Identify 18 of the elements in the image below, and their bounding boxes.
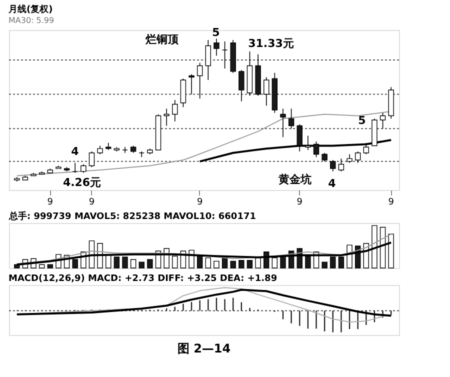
annotation: 4	[328, 177, 336, 190]
x-tick-label: 9	[388, 198, 394, 208]
caption: 图 2—14	[177, 342, 231, 356]
annotation: 黄金坑	[278, 173, 312, 186]
x-tick-label: 9	[47, 198, 54, 208]
x-tick-label: 9	[88, 198, 95, 208]
annotation: 5	[212, 26, 220, 39]
annotation: 4	[71, 145, 80, 158]
chart-title: MACD(12,26,9) MACD: +2.73 DIFF: +3.25 DEA: +1.89	[8, 274, 278, 284]
chart-subtitle: MA30: 5.99	[8, 16, 54, 25]
annotation: 5	[358, 114, 366, 127]
annotation: 4.26元	[62, 176, 102, 189]
x-tick-label: 9	[196, 198, 203, 208]
chart-title: 月线(复权)	[8, 4, 53, 15]
chart-title: 总手: 999739 MAVOL5: 825238 MAVOL10: 660171	[8, 211, 256, 222]
annotation: 31.33元	[248, 37, 294, 50]
x-tick-label: 9	[296, 198, 303, 208]
annotation: 烂铜顶	[144, 33, 180, 46]
